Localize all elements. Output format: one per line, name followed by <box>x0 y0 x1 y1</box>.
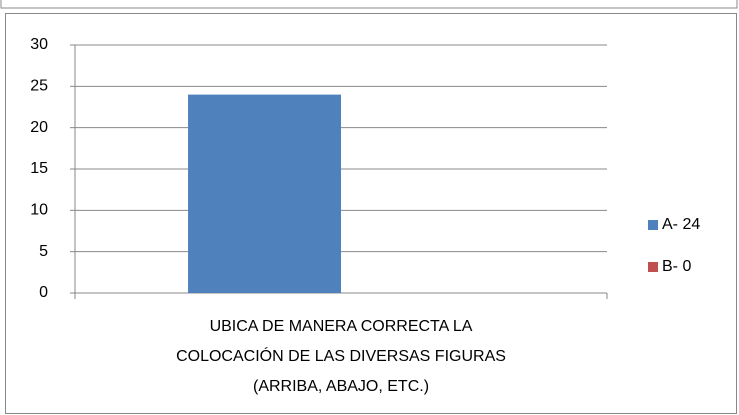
legend-swatch <box>648 262 658 272</box>
y-tick-label: 30 <box>30 36 48 53</box>
previous-frame <box>0 0 738 9</box>
y-tick-label: 20 <box>30 119 48 136</box>
legend-label: A- 24 <box>662 216 700 233</box>
y-tick-label: 5 <box>39 243 48 260</box>
y-tick-label: 25 <box>30 78 48 95</box>
y-tick-label: 10 <box>30 202 48 219</box>
bar <box>188 94 341 293</box>
legend-swatch <box>648 220 658 230</box>
category-label: UBICA DE MANERA CORRECTA LA COLOCACIÓN D… <box>176 318 506 395</box>
y-tick-label: 0 <box>39 284 48 301</box>
y-tick-label: 15 <box>30 160 48 177</box>
legend-label: B- 0 <box>662 258 691 275</box>
chart-frame <box>5 13 737 414</box>
